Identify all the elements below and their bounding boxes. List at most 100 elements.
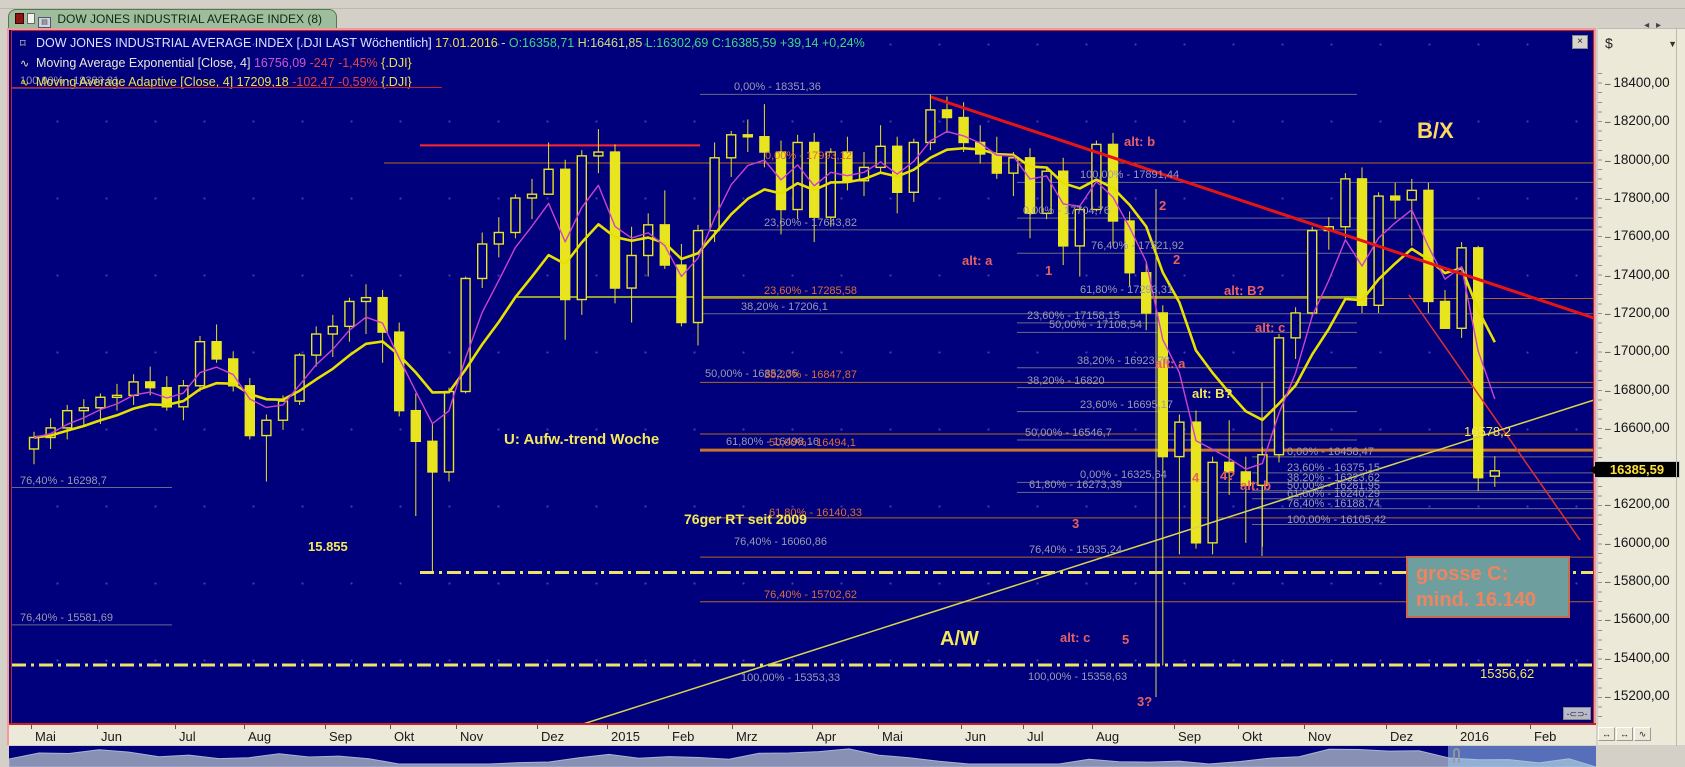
month-label: Sep <box>329 729 353 744</box>
fib-label: 23,60% - 17643,82 <box>764 216 857 229</box>
month-label: Nov <box>460 729 484 744</box>
chart-scroll-buttons: ↔ ↔ ∿ <box>1598 724 1652 742</box>
fib-label: 38,20% - 16820 <box>1027 374 1105 387</box>
legend-text-segment: Moving Average Exponential [Close, 4] <box>36 56 254 70</box>
fib-label: 50,00% - 16281,95 <box>1287 479 1380 492</box>
month-tick <box>668 725 669 729</box>
price-axis-label: 18200,00 <box>1605 113 1669 128</box>
price-axis-ticks <box>1598 73 1602 723</box>
price-axis-label: 17000,00 <box>1605 343 1669 358</box>
fib-label: 76,40% - 17521,92 <box>1091 240 1184 253</box>
month-tick <box>537 725 538 729</box>
window-top-strip <box>0 0 1685 9</box>
document-icon <box>15 13 24 24</box>
legend-text-segment: L:16302,69 <box>645 36 712 50</box>
month-tick <box>878 725 879 729</box>
fib-label: 23,60% - 16375,15 <box>1287 461 1380 474</box>
scroll-button[interactable]: ↔ <box>1598 727 1615 741</box>
fib-label: 76,40% - 16298,7 <box>20 474 107 487</box>
window-nav-arrows[interactable]: ◂ ▸ <box>1644 20 1663 31</box>
month-label: Mai <box>882 729 903 744</box>
tab-title: DOW JONES INDUSTRIAL AVERAGE INDEX (8) <box>57 12 323 26</box>
price-axis-label: 18400,00 <box>1605 75 1669 90</box>
annotation-label: 3? <box>1137 694 1153 709</box>
fib-label: 0,00% - 16325,64 <box>1080 469 1167 482</box>
legend-text-segment: C:16385,59 <box>711 36 780 50</box>
fib-label: 61,80% - 16273,39 <box>1029 479 1122 492</box>
mini-panel-selection[interactable] <box>1448 746 1596 767</box>
annotation-label: 3 <box>1072 516 1080 531</box>
month-label: Mai <box>35 729 56 744</box>
fib-label: 50,00% - 17108,54 <box>1049 319 1142 332</box>
legend-text-segment: - <box>497 36 509 50</box>
legend-text-segment: H:16461,85 <box>577 36 646 50</box>
chart-plot-area[interactable]: 100,00% - 18383,81 0,00% - 18351,36 23,60%… <box>11 30 1594 724</box>
chevron-down-icon[interactable]: ▼ <box>1668 39 1677 49</box>
fib-label: 100,00% - 17891,44 <box>1080 169 1180 182</box>
note-box-line1: grosse C: <box>1416 563 1509 585</box>
chart-document-tab[interactable]: ▤ DOW JONES INDUSTRIAL AVERAGE INDEX (8) <box>8 9 338 28</box>
month-label: Jul <box>1027 729 1044 744</box>
legend-ma-exponential-line[interactable]: ∿ Moving Average Exponential [Close, 4] 1… <box>20 56 412 70</box>
fib-label: 50,00% - 16546,7 <box>1025 427 1112 440</box>
annotation-label: 4 <box>1192 470 1200 485</box>
month-label: 2016 <box>1460 729 1489 744</box>
month-label: Jun <box>101 729 122 744</box>
month-tick <box>1174 725 1175 729</box>
link-chain-button[interactable]: -⊂⊃- <box>1563 707 1591 720</box>
axis-currency-label: $ <box>1605 35 1613 51</box>
month-tick <box>325 725 326 729</box>
price-axis[interactable]: $ ▼ 18400,00 18200,00 18000,00 17800,00 1760… <box>1589 28 1685 746</box>
annotation-label: alt: a <box>1155 356 1186 371</box>
fib-label: 0,00% - 18351,36 <box>734 81 821 94</box>
annotation-label: A/W <box>940 628 979 650</box>
scroll-button[interactable]: ∿ <box>1634 727 1651 741</box>
fib-label: 0,00% - 17704,76 <box>1023 205 1110 218</box>
fib-label: 100,00% - 15353,33 <box>741 671 841 684</box>
month-label: 2015 <box>611 729 640 744</box>
month-tick <box>812 725 813 729</box>
close-icon[interactable]: × <box>1572 35 1588 49</box>
tab-bar: ▤ DOW JONES INDUSTRIAL AVERAGE INDEX (8)… <box>0 9 1685 31</box>
month-tick <box>732 725 733 729</box>
legend-symbol-line[interactable]: ⌑ DOW JONES INDUSTRIAL AVERAGE INDEX [.DJ… <box>20 36 865 50</box>
annotation-label: alt: c <box>1255 320 1286 335</box>
fib-label: 61,80% - 17293,31 <box>1080 284 1173 296</box>
symbol-icon: ⌑ <box>20 38 26 50</box>
chart-window-icon: ▤ <box>38 17 51 28</box>
month-label: Jun <box>965 729 986 744</box>
mini-indicator-panel[interactable] <box>9 746 1596 767</box>
month-label: Dez <box>1390 729 1414 744</box>
fib-label: 23,60% - 17158,15 <box>1027 309 1120 322</box>
scroll-button[interactable]: ↔ <box>1616 727 1633 741</box>
fib-label: 61,80% - 16498,16 <box>726 436 819 449</box>
fib-label-orange: 50,00% - 16494,1 <box>769 437 856 450</box>
month-label: Feb <box>672 729 695 744</box>
month-tick <box>31 725 32 729</box>
legend-text-segment: {.DJI} <box>381 75 412 89</box>
legend-text-segment: +39,14 +0,24% <box>779 36 865 50</box>
time-axis[interactable]: Mai Jun Jul Aug Sep Okt Nov Dez 2015 Feb Mrz Apr Mai… <box>9 723 1596 745</box>
annotation-label: 15356,62 <box>1480 666 1535 681</box>
month-tick <box>1023 725 1024 729</box>
legend-ma-adaptive-line[interactable]: ∿ Moving Average Adaptive [Close, 4] 1720… <box>20 75 412 89</box>
price-axis-label: 16200,00 <box>1605 496 1669 511</box>
indicator-wave-icon-2: ∿ <box>20 77 30 89</box>
price-axis-label: 16000,00 <box>1605 535 1669 550</box>
fib-label: 23,60% - 16695,17 <box>1080 398 1173 411</box>
month-tick <box>961 725 962 729</box>
annotation-label: B/X <box>1417 118 1454 143</box>
price-axis-label: 15800,00 <box>1605 573 1669 588</box>
month-tick <box>175 725 176 729</box>
month-tick <box>1238 725 1239 729</box>
price-axis-label: 15600,00 <box>1605 611 1669 626</box>
month-tick <box>244 725 245 729</box>
price-axis-label: 17800,00 <box>1605 190 1669 205</box>
month-tick <box>97 725 98 729</box>
fib-label-orange: 38,20% - 16847,87 <box>764 369 857 382</box>
annotation-label: 16578,2 <box>1464 424 1511 439</box>
fib-label: 50,00% - 16852,35 <box>705 368 798 381</box>
price-axis-label: 15200,00 <box>1605 688 1669 703</box>
legend-text-segment: Moving Average Adaptive [Close, 4] 17209… <box>36 75 293 89</box>
